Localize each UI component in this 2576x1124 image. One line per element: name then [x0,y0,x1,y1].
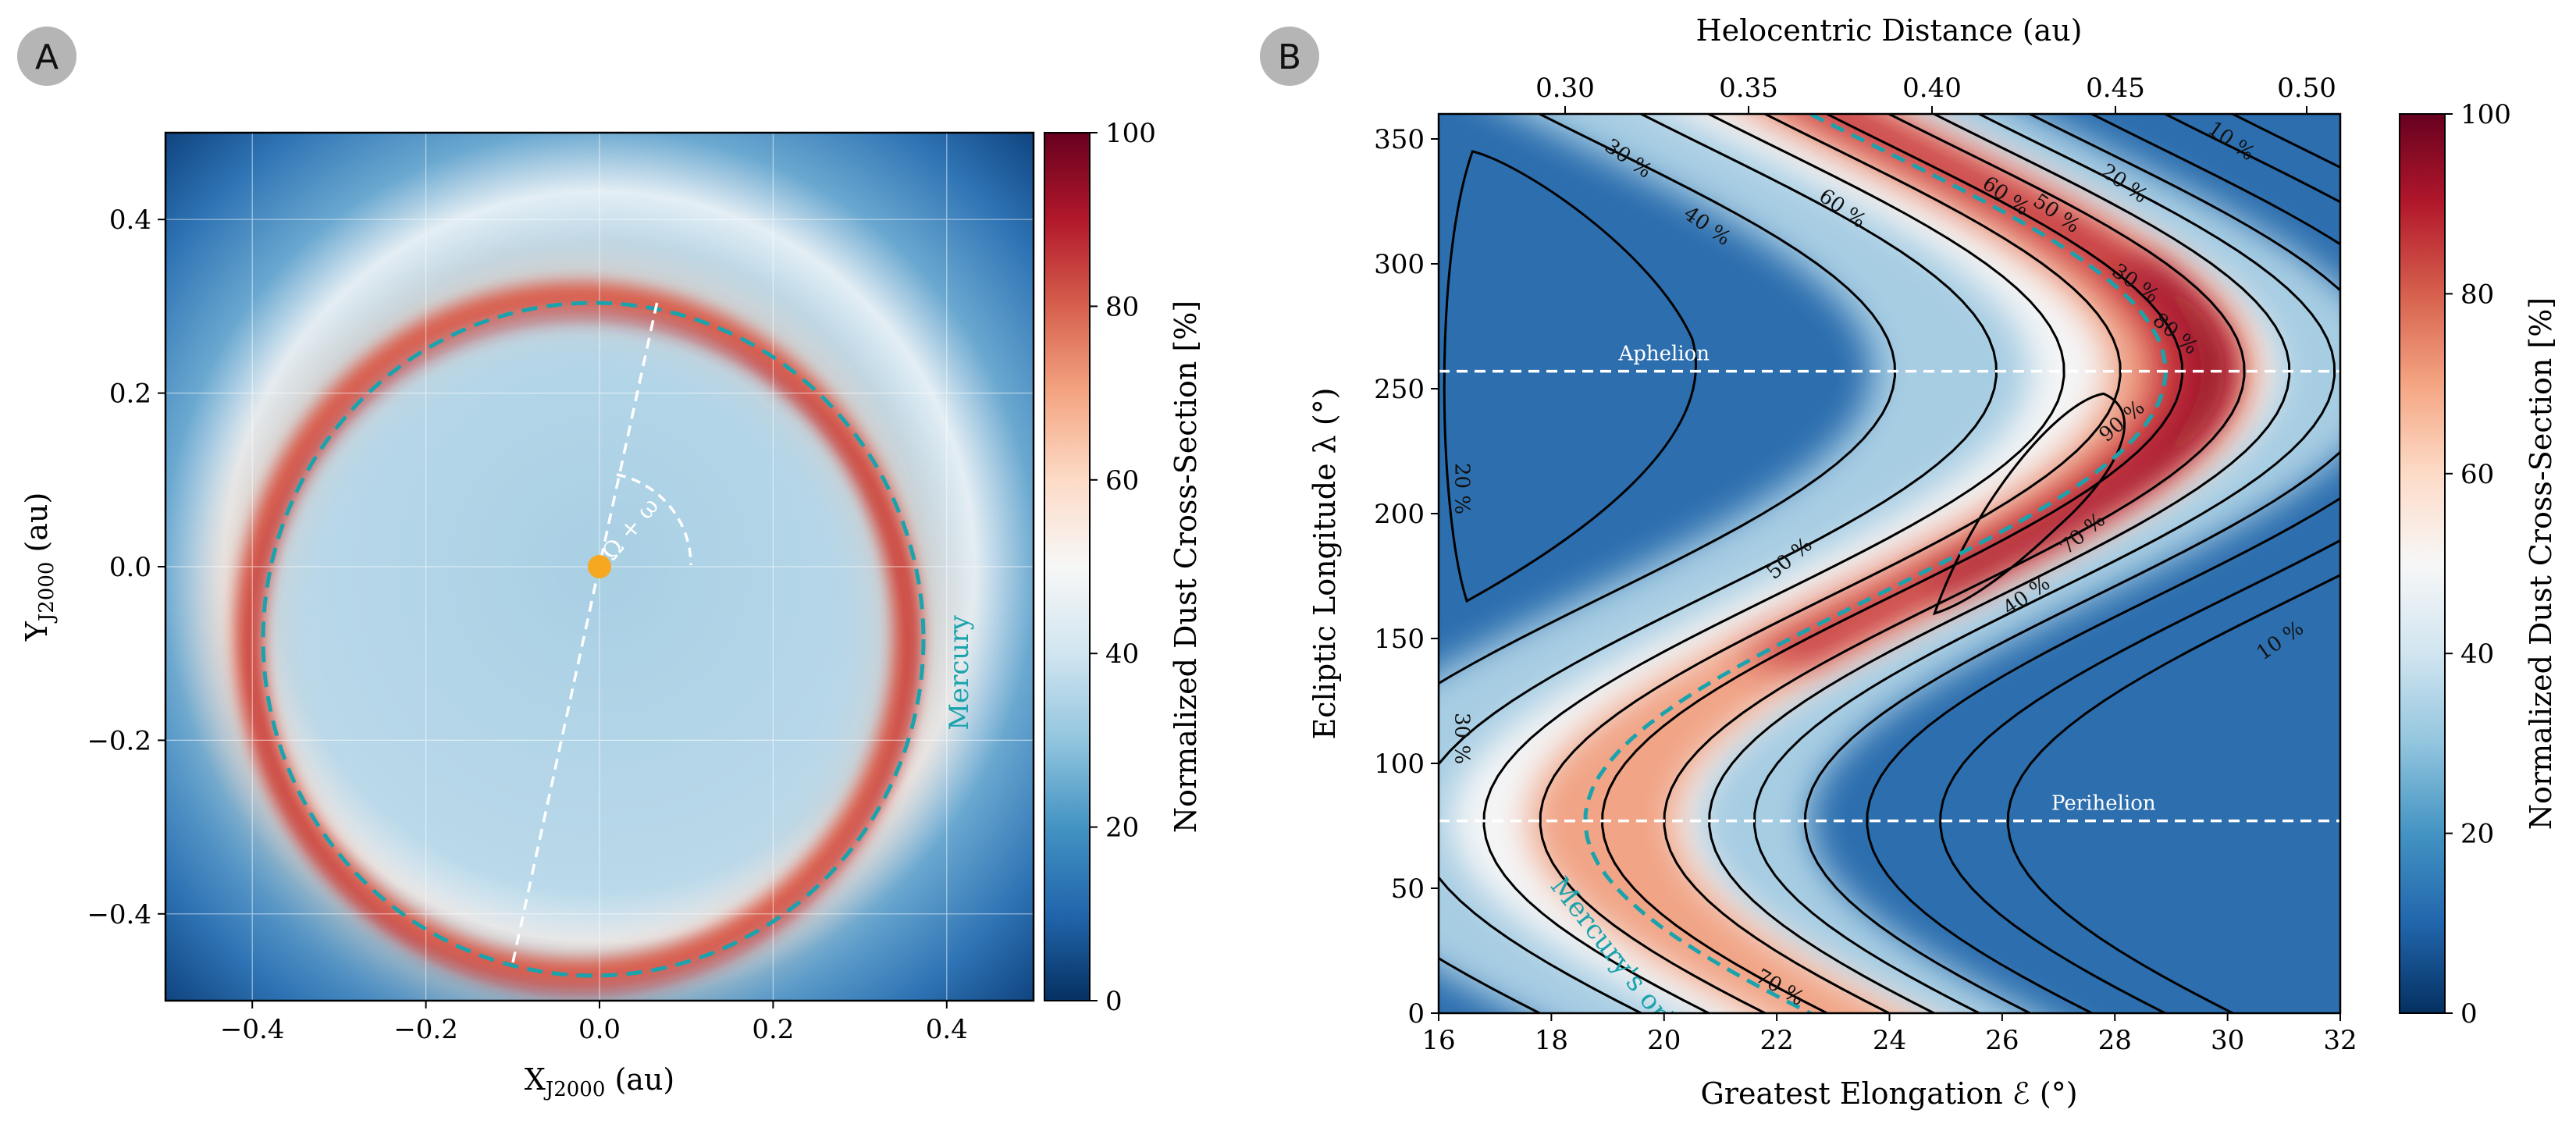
panel-a-letter: A [35,37,59,77]
panel-b-xlabel: Greatest Elongation ℰ (°) [1700,1076,2077,1111]
x-tick-label: 0.4 [926,1014,968,1045]
contour-line [2006,114,2340,1013]
y-tick-label: 0.2 [109,379,151,410]
panel-a-colorbar-label: Normalized Dust Cross-Section [%] [1169,301,1203,833]
apsis-lines: Aphelion Perihelion [1439,343,2340,823]
x2-tick-label: 0.50 [2277,73,2336,104]
x2-tick-label: 0.30 [1535,73,1595,104]
panel-a-ticks: −0.4 −0.2 0.0 0.2 0.4 −0.4 −0.2 0.0 0.2 0.4 [87,205,967,1045]
panel-b-colorbar-label: Normalized Dust Cross-Section [%] [2524,297,2558,830]
y-tick-label: −0.4 [87,899,151,930]
x-tick-label: 16 [1421,1025,1455,1056]
y-tick-label: 300 [1374,249,1425,280]
contour-line [1939,114,2340,1013]
panel-a-badge [17,27,76,86]
mercury-label: Mercury [944,614,975,730]
contour-line [1601,114,2184,1013]
panel-a: A Ω + ω Mercury −0.4 −0.2 0.0 0.2 0.4−0.4−0.… [17,27,1203,1101]
y-tick-label: 200 [1374,499,1425,530]
colorbar-tick-label: 80 [2460,279,2494,310]
x2-tick-label: 0.40 [1902,73,1962,104]
panel-a-xlabel: XJ2000 (au) [525,1062,675,1101]
colorbar-tick-label: 100 [2460,99,2511,130]
panel-a-colorbar [1044,132,1091,1001]
contour-line [1708,114,2291,1013]
colorbar-tick-label: 80 [1105,291,1139,322]
contour-label: 30 % [1450,713,1474,764]
x-tick-label: 28 [2098,1025,2132,1056]
contour-line-90-closed [1932,392,2126,616]
heat-band-warm [1528,114,2256,1013]
sun-marker [588,555,611,578]
y-tick-label: 150 [1374,624,1425,655]
colorbar-tick-label: 0 [2460,998,2478,1030]
x-tick-label: 32 [2323,1025,2357,1056]
panel-b-ticks: 16 18 20 22 24 26 28 30 32 0 50 100 150 200 250 300 350 0… [1374,73,2357,1056]
x-tick-label: 24 [1873,1025,1906,1056]
y-tick-label: 50 [1391,873,1425,905]
contour-line [1803,114,2340,1013]
y-tick-label: 350 [1374,124,1425,155]
contour-line [1866,114,2340,1013]
colorbar-tick-label: 0 [1105,986,1123,1017]
panel-a-ylabel: YJ2000 (au) [20,493,59,642]
contour-line [1482,114,2065,1013]
y-tick-label: 0.0 [109,552,151,583]
x-tick-label: −0.2 [393,1014,458,1045]
panel-b-x2label: Helocentric Distance (au) [1695,13,2082,48]
y-tick-label: 0.4 [109,205,151,236]
x-tick-label: 30 [2211,1025,2244,1056]
angle-arc [616,473,692,566]
colorbar-tick-label: 20 [2460,819,2494,850]
x-tick-label: −0.4 [220,1014,285,1045]
heat-band-hot [1732,114,2233,663]
colorbar-tick-label: 40 [1105,638,1139,670]
contour-label: 20 % [1450,463,1474,514]
y-tick-label: 100 [1374,749,1425,780]
mercury-orbit-ellipse [261,301,926,978]
y-tick-label: −0.2 [87,725,151,756]
contour-lines [1439,114,2340,1013]
heat-band-core [1924,264,2228,589]
x-tick-label: 26 [1985,1025,2019,1056]
panel-a-colorbar-ticks: 0 20 40 60 80 100 [1090,118,1156,1017]
panel-b-colorbar-ticks: 0 20 40 60 80 100 [2445,99,2511,1030]
y-tick-label: 250 [1374,374,1425,405]
contour-line [1752,114,2336,1013]
panel-b-badge [1260,27,1319,86]
colorbar-tick-label: 100 [1105,118,1156,149]
apsides-line [511,301,659,963]
panel-b-colorbar [2399,113,2446,1014]
x-tick-label: 0.0 [578,1014,621,1045]
y-tick-label: 0 [1407,998,1425,1030]
contour-line [1439,114,1897,1013]
x-tick-label: 20 [1647,1025,1681,1056]
x-tick-label: 18 [1535,1025,1568,1056]
x2-tick-label: 0.45 [2086,73,2145,104]
contour-line [1439,114,1998,1013]
colorbar-tick-label: 20 [1105,813,1139,844]
colorbar-tick-label: 40 [2460,638,2494,670]
apsis-label: Aphelion [1617,343,1710,366]
x-tick-label: 0.2 [752,1014,794,1045]
apsis-label: Perihelion [2051,792,2156,816]
contour-line [1663,114,2246,1013]
x2-tick-label: 0.35 [1719,73,1778,104]
colorbar-tick-label: 60 [2460,459,2494,490]
colorbar-tick-label: 60 [1105,465,1139,496]
mercury-orbit-curve [1583,114,2168,1013]
contour-line [1539,114,2122,1013]
contour-line-20-closed [1443,150,1698,603]
panel-b-letter: B [1278,37,1301,77]
x-tick-label: 22 [1759,1025,1793,1056]
panel-b-ylabel: Ecliptic Longitude λ (°) [1308,388,1342,740]
